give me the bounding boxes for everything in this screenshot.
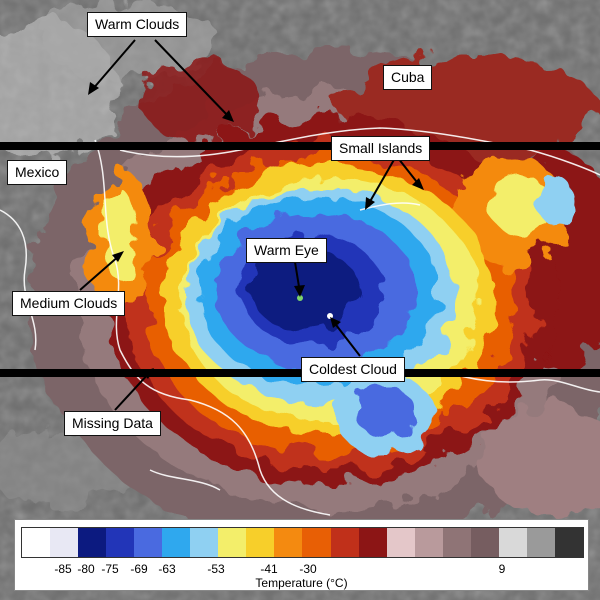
legend-tick-label: -80 <box>77 562 95 576</box>
legend-color-segment <box>22 528 51 557</box>
label-medium-clouds: Medium Clouds <box>12 291 126 316</box>
label-warm-eye: Warm Eye <box>246 238 327 263</box>
legend-tick-label: -30 <box>299 562 317 576</box>
arrowhead-small-islands-left <box>365 197 375 210</box>
legend-tick-label: -75 <box>101 562 119 576</box>
legend-color-segment <box>274 528 303 557</box>
legend-tick-label: -41 <box>260 562 278 576</box>
legend-color-segment <box>470 528 499 557</box>
legend-color-segment <box>386 528 415 557</box>
legend-color-segment <box>498 528 527 557</box>
arrow-warm-clouds-right <box>154 39 231 119</box>
label-cuba: Cuba <box>383 65 433 90</box>
legend-color-segment <box>246 528 275 557</box>
legend-color-segment <box>106 528 135 557</box>
arrowhead-warm-clouds-right <box>222 110 234 122</box>
legend-tick-label: 9 <box>498 562 506 576</box>
missing-data-line-bottom <box>0 369 600 377</box>
legend-tick-label: -63 <box>158 562 176 576</box>
arrow-warm-clouds-left <box>91 39 136 91</box>
coldest-cloud-dot <box>327 313 333 319</box>
legend-color-segment <box>442 528 471 557</box>
eye-dot <box>297 295 303 301</box>
arrowhead-coldest-cloud <box>330 317 341 328</box>
legend-color-segment <box>134 528 163 557</box>
arrow-coldest-cloud <box>332 320 361 357</box>
arrowhead-missing-data <box>142 368 154 379</box>
legend-tick-label: -69 <box>130 562 148 576</box>
legend-color-segment <box>526 528 555 557</box>
arrow-medium-clouds <box>79 254 121 291</box>
legend-color-segment <box>358 528 387 557</box>
legend-color-bar <box>21 527 584 558</box>
legend-tick-label: -85 <box>54 562 72 576</box>
arrowhead-warm-eye <box>294 285 305 297</box>
legend-color-segment <box>50 528 79 557</box>
label-coldest-cloud: Coldest Cloud <box>301 357 405 382</box>
legend-color-segment <box>218 528 247 557</box>
legend-color-segment <box>78 528 107 557</box>
arrow-heads <box>88 82 424 379</box>
legend-color-segment <box>330 528 359 557</box>
arrowhead-medium-clouds <box>112 251 124 262</box>
label-warm-clouds: Warm Clouds <box>87 12 188 37</box>
arrow-missing-data <box>114 371 151 411</box>
arrowhead-warm-clouds-left <box>88 82 99 95</box>
missing-data-line-top <box>0 142 600 150</box>
legend-color-segment <box>414 528 443 557</box>
label-missing-data: Missing Data <box>64 411 161 436</box>
legend-color-segment <box>190 528 219 557</box>
label-small-islands: Small Islands <box>331 136 431 161</box>
legend-color-segment <box>302 528 331 557</box>
legend-color-segment <box>162 528 191 557</box>
legend-tick-label: -53 <box>207 562 225 576</box>
label-mexico: Mexico <box>7 160 68 185</box>
legend-color-segment <box>554 528 583 557</box>
arrowhead-small-islands-right <box>412 178 424 190</box>
arrow-small-islands-left <box>367 157 396 206</box>
legend-title: Temperature (°C) <box>255 576 348 590</box>
temperature-legend: -85 -80 -75 -69 -63 -53 -41 -30 9 Temperature (°… <box>14 519 589 591</box>
